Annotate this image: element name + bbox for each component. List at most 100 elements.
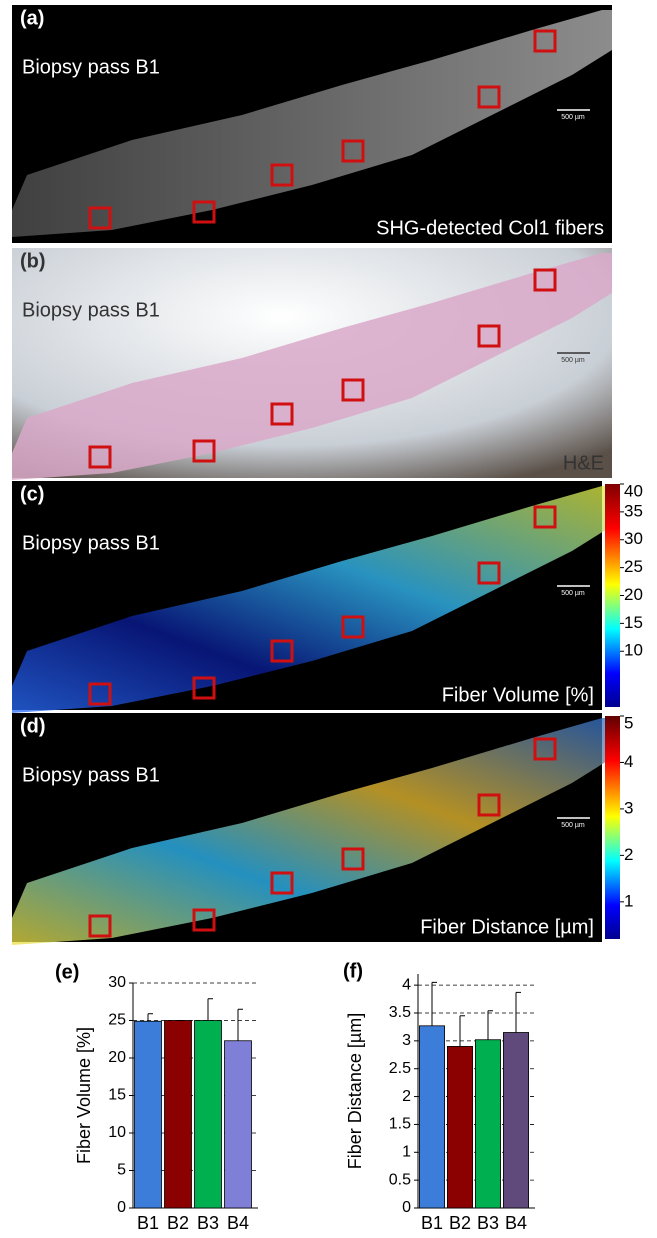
panel: (c) Biopsy pass B1 Fiber Volume [%] 500 µm	[12, 481, 612, 713]
panel-title: Biopsy pass B1	[22, 56, 160, 78]
panel-label: (a)	[20, 7, 44, 29]
panel-caption: Fiber Volume [%]	[442, 684, 594, 706]
bar	[446, 1046, 473, 1209]
roi-box	[341, 139, 365, 163]
bar	[418, 1025, 445, 1209]
tissue	[12, 486, 612, 713]
panel-label: (e)	[55, 961, 79, 983]
y-axis-label: Fiber Volume [%]	[74, 1027, 94, 1164]
y-tick-label: 0	[117, 1199, 126, 1216]
y-tick-label: 5	[117, 1162, 126, 1179]
y-tick-label: 1.5	[389, 1116, 411, 1133]
x-tick-label: B1	[137, 1213, 159, 1233]
roi-box	[88, 206, 112, 230]
y-tick-label: 2.5	[389, 1060, 411, 1077]
roi-box	[88, 445, 112, 469]
panel-label: (d)	[20, 715, 46, 737]
roi-box	[341, 847, 365, 871]
bar	[134, 1020, 162, 1209]
panel-title: Biopsy pass B1	[22, 532, 160, 554]
x-tick-label: B2	[449, 1213, 471, 1233]
colorbar-tick-label: 20	[624, 585, 643, 604]
roi-box	[192, 676, 216, 700]
y-axis-label: Fiber Distance [µm]	[345, 1013, 365, 1169]
y-tick-label: 15	[108, 1087, 126, 1104]
roi-box	[477, 85, 501, 109]
scale-bar-label: 500 µm	[561, 114, 585, 121]
x-tick-label: B4	[227, 1213, 249, 1233]
bar	[194, 1020, 222, 1209]
roi-box	[341, 615, 365, 639]
panel: (d) Biopsy pass B1 Fiber Distance [µm] 500 …	[12, 713, 612, 945]
tissue	[12, 718, 612, 945]
colorbar-tick-label: 40	[624, 481, 643, 500]
tissue	[12, 253, 612, 480]
y-tick-label: 10	[108, 1124, 126, 1141]
roi-box	[270, 639, 294, 663]
panel-caption: SHG-detected Col1 fibers	[376, 217, 604, 239]
colorbar-tick-label: 5	[624, 713, 633, 732]
roi-box	[270, 871, 294, 895]
colorbar	[605, 716, 620, 939]
roi-box	[533, 737, 557, 761]
y-tick-label: 0	[402, 1199, 411, 1216]
x-tick-label: B4	[505, 1213, 527, 1233]
y-tick-label: 20	[108, 1049, 126, 1066]
panel: (a) Biopsy pass B1 SHG-detected Col1 fiber…	[12, 5, 612, 243]
panel-label: (f)	[343, 960, 363, 982]
y-tick-label: 3	[402, 1032, 411, 1049]
panel: (b) Biopsy pass B1 H&E 500 µm	[12, 248, 612, 480]
panel-caption: Fiber Distance [µm]	[420, 916, 594, 938]
colorbar-tick-label: 3	[624, 798, 633, 817]
roi-box	[270, 163, 294, 187]
colorbar-tick-label: 35	[624, 501, 643, 520]
colorbar-tick-label: 15	[624, 613, 643, 632]
roi-box	[192, 200, 216, 224]
bar	[474, 1039, 501, 1209]
bar	[224, 1040, 252, 1209]
roi-box	[533, 268, 557, 292]
bar	[164, 1020, 192, 1209]
y-tick-label: 25	[108, 1012, 126, 1029]
scale-bar-label: 500 µm	[561, 590, 585, 597]
bar	[502, 1032, 529, 1209]
roi-box	[533, 505, 557, 529]
roi-box	[192, 908, 216, 932]
y-tick-label: 30	[108, 974, 126, 991]
colorbar-tick-label: 2	[624, 845, 633, 864]
x-tick-label: B3	[477, 1213, 499, 1233]
y-tick-label: 2	[402, 1088, 411, 1105]
roi-box	[88, 914, 112, 938]
colorbar-tick-label: 4	[624, 752, 633, 771]
colorbar	[605, 484, 620, 707]
scale-bar-label: 500 µm	[561, 357, 585, 364]
y-tick-label: 3.5	[389, 1004, 411, 1021]
scale-bar-label: 500 µm	[561, 822, 585, 829]
x-tick-label: B3	[197, 1213, 219, 1233]
x-tick-label: B1	[421, 1213, 443, 1233]
panel-caption: H&E	[563, 452, 604, 474]
tissue	[12, 10, 612, 237]
colorbar-tick-label: 1	[624, 891, 633, 910]
y-tick-label: 4	[402, 976, 411, 993]
roi-box	[341, 378, 365, 402]
roi-box	[270, 402, 294, 426]
panel-title: Biopsy pass B1	[22, 299, 160, 321]
roi-box	[477, 324, 501, 348]
roi-box	[477, 793, 501, 817]
panel-title: Biopsy pass B1	[22, 764, 160, 786]
roi-box	[533, 29, 557, 53]
colorbar-tick-label: 10	[624, 641, 643, 660]
panel-label: (b)	[20, 250, 46, 272]
panel-label: (c)	[20, 483, 44, 505]
roi-box	[477, 561, 501, 585]
colorbar-tick-label: 25	[624, 557, 643, 576]
y-tick-label: 0.5	[389, 1171, 411, 1188]
colorbar-tick-label: 30	[624, 529, 643, 548]
y-tick-label: 1	[402, 1144, 411, 1161]
x-tick-label: B2	[167, 1213, 189, 1233]
roi-box	[192, 439, 216, 463]
roi-box	[88, 682, 112, 706]
